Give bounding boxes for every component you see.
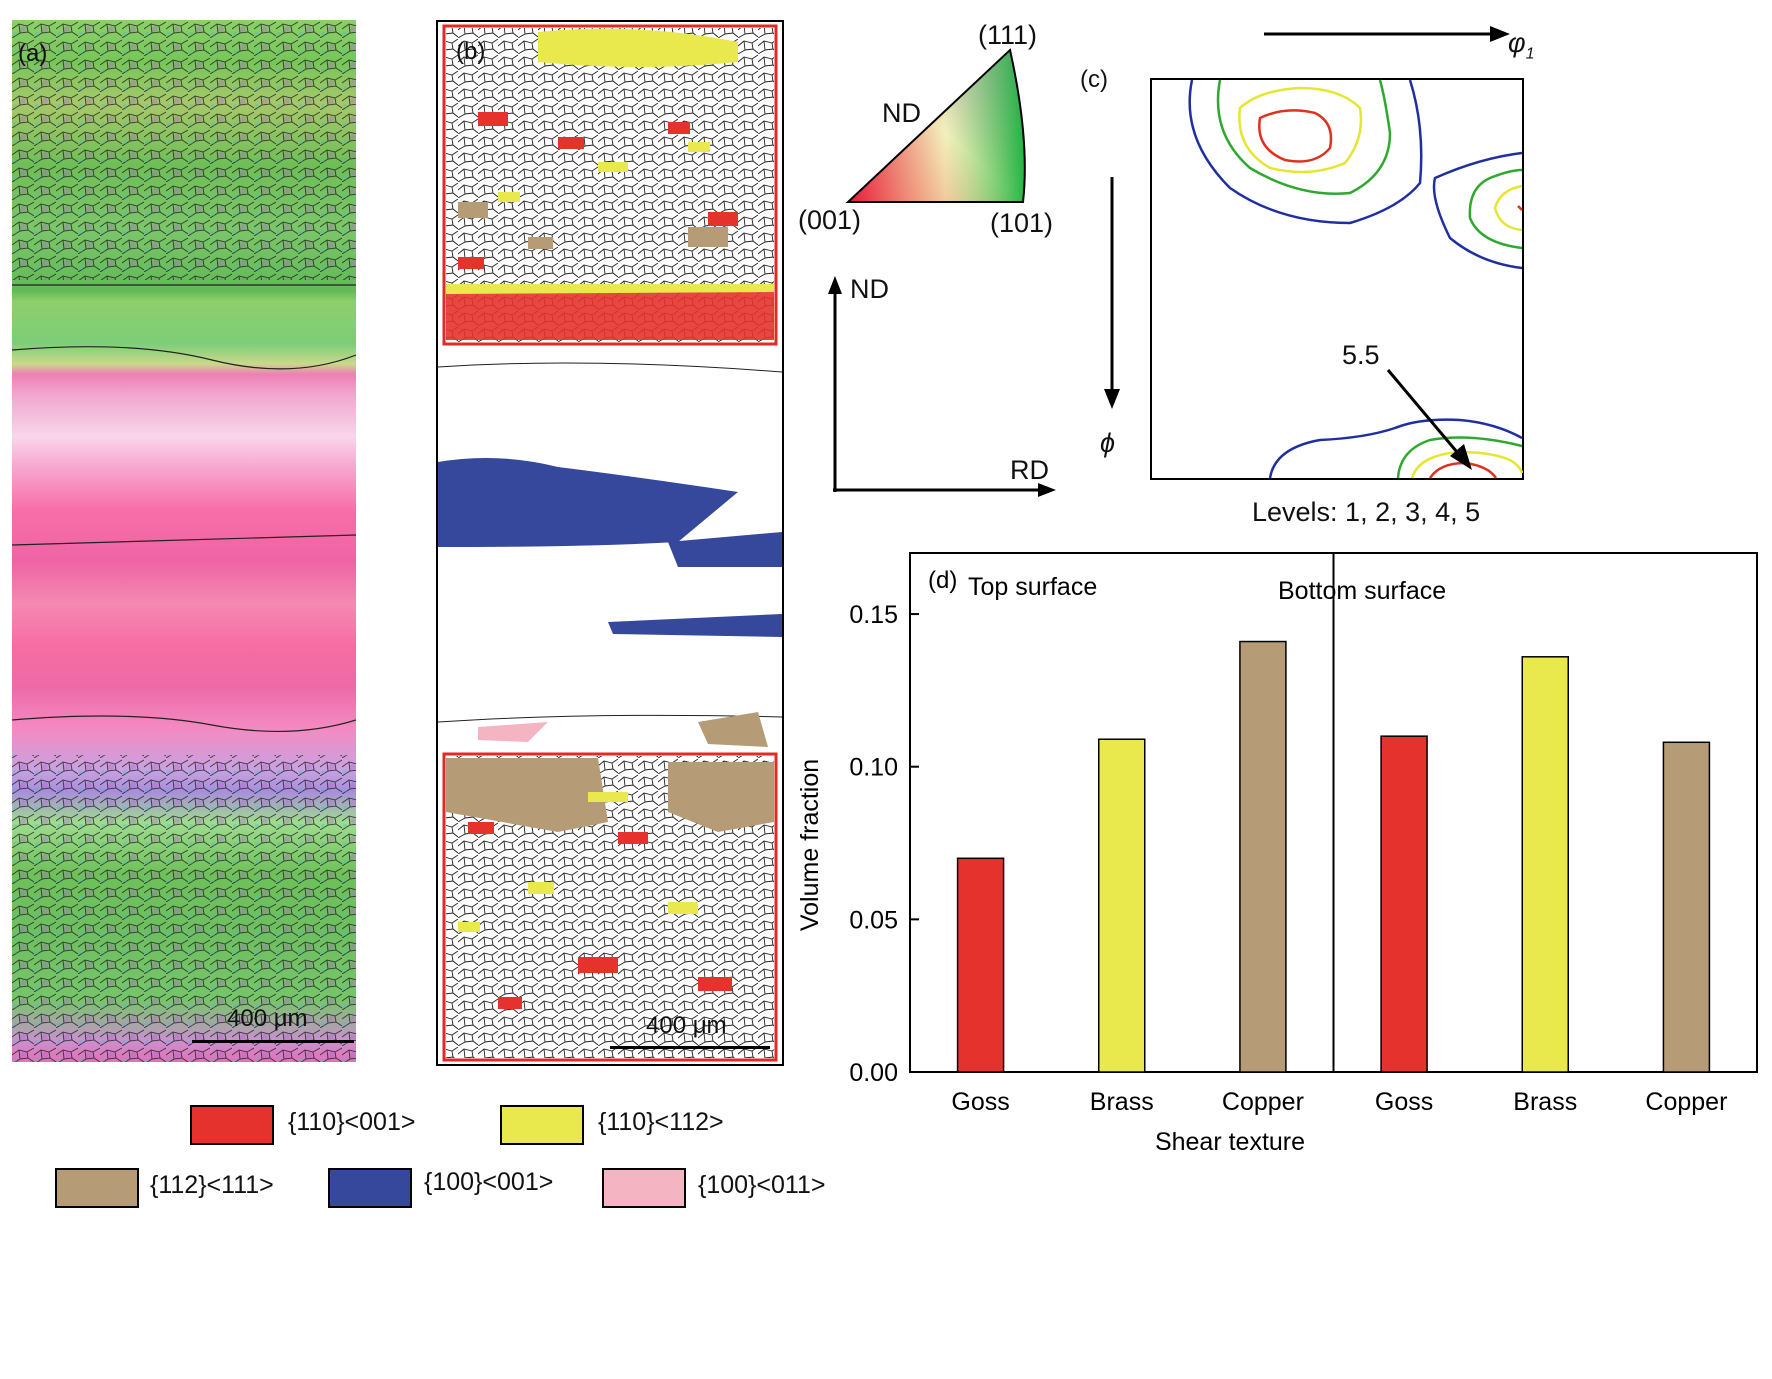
legend-label-100-001: {100}<001>: [424, 1168, 554, 1196]
ipf-101-label: (101): [990, 208, 1054, 238]
phi1-arrow: [1264, 26, 1510, 42]
y-tick-label: 0.15: [849, 601, 898, 629]
bar-top-brass: [1098, 738, 1146, 1073]
panel-a-label: (a): [18, 40, 48, 67]
odf-peak-label: 5.5: [1342, 340, 1380, 370]
rd-axis-label: RD: [1010, 455, 1049, 485]
bars: [956, 640, 1711, 1073]
legend-swatch-110-112: [500, 1105, 584, 1145]
scale-bar-label-b: 400 μm: [646, 1012, 727, 1039]
bar-top-goss: [956, 857, 1005, 1073]
x-tick-label-brass: Brass: [1090, 1088, 1154, 1116]
panel-d-label: (d): [928, 567, 957, 594]
legend-label-100-011: {100}<011>: [698, 1171, 826, 1199]
phi1-symbol: φ: [1508, 28, 1526, 58]
scale-bar-b: [610, 1046, 770, 1049]
ipf-map-panel: (a) 400 μm: [12, 20, 356, 1062]
legend-label-112-111: {112}<111>: [150, 1171, 274, 1199]
phi-arrow: [1104, 177, 1120, 409]
scale-bar-a: [192, 1040, 354, 1043]
x-tick-label-copper: Copper: [1645, 1088, 1727, 1116]
phi1-subscript: 1: [1525, 45, 1535, 63]
legend-swatch-112-111: [55, 1168, 139, 1208]
bar-bottom-copper: [1662, 741, 1711, 1073]
texture-map-panel: (b) 400 μm: [436, 20, 784, 1066]
scale-bar-label-a: 400 μm: [227, 1005, 308, 1032]
volume-fraction-bar-chart: 0.00 0.05 0.10 0.15 Goss Brass Copper Goss Bras…: [796, 552, 1758, 1156]
panel-c-label: (c): [1080, 66, 1108, 93]
odf-levels-text: Levels: 1, 2, 3, 4, 5: [1252, 497, 1481, 527]
legend-swatch-100-011: [602, 1168, 686, 1208]
x-tick-label-brass: Brass: [1513, 1088, 1577, 1116]
x-tick-label-goss: Goss: [951, 1088, 1009, 1116]
ipf-color-key: [845, 48, 1026, 203]
y-tick-label: 0.05: [849, 906, 898, 934]
legend-label-110-112: {110}<112>: [598, 1108, 724, 1136]
nd-axis-label: ND: [850, 274, 889, 304]
legend: {110}<001> {110}<112> {112}<111> {100}<0…: [0, 1090, 1000, 1230]
odf-section: [1150, 78, 1524, 480]
legend-swatch-100-001: [328, 1168, 412, 1208]
phi-label: ϕ: [1100, 428, 1116, 458]
x-tick-label-goss: Goss: [1375, 1088, 1433, 1116]
bar-bottom-brass: [1521, 656, 1569, 1073]
panel-b-label: (b): [456, 38, 486, 65]
legend-label-110-001: {110}<001>: [288, 1108, 416, 1136]
bar-bottom-goss: [1380, 735, 1428, 1073]
ipf-001-label: (001): [798, 205, 862, 235]
group-title-top-surface: Top surface: [968, 573, 1097, 601]
bar-top-copper: [1239, 640, 1287, 1073]
ipf-nd-label: ND: [882, 98, 921, 128]
nd-rd-axes: [828, 276, 1056, 497]
y-axis-ticks: 0.00 0.05 0.10 0.15: [849, 601, 919, 1087]
y-tick-label: 0.00: [849, 1059, 898, 1087]
x-axis-label: Shear texture: [1155, 1128, 1305, 1156]
ipf-111-label: (111): [978, 20, 1038, 50]
phi1-label: φ1: [1508, 28, 1535, 63]
y-axis-label: Volume fraction: [796, 759, 824, 931]
y-tick-label: 0.10: [849, 754, 898, 782]
legend-swatch-110-001: [190, 1105, 274, 1145]
x-axis-tick-labels: Goss Brass Copper Goss Brass Copper: [951, 1088, 1727, 1116]
x-tick-label-copper: Copper: [1222, 1088, 1304, 1116]
group-title-bottom-surface: Bottom surface: [1278, 577, 1446, 605]
